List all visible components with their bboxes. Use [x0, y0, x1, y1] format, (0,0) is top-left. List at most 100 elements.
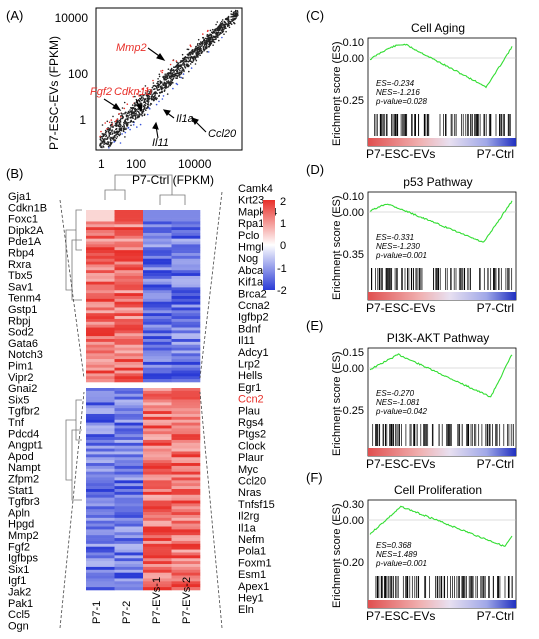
scatter-point [175, 69, 178, 71]
heatmap-cell [171, 494, 201, 498]
scatter-point [131, 110, 133, 112]
scatter-point [182, 68, 185, 71]
right-gene-label: Ccl20 [238, 476, 266, 488]
scatter-point [186, 65, 189, 68]
scatter-point [142, 110, 145, 112]
heatmap-cell [114, 428, 144, 432]
scatter-point [229, 21, 232, 24]
gsea-rank-bar [368, 138, 516, 146]
scatter-point [115, 133, 118, 136]
heatmap-cell [86, 448, 115, 452]
scatter-point [156, 97, 158, 100]
heatmap-cell [86, 232, 115, 237]
heatmap-cell [86, 399, 115, 403]
heatmap-cell [86, 364, 115, 368]
scatter-point [215, 23, 217, 26]
left-gene-label: Gnai2 [8, 383, 37, 395]
heatmap-cell [171, 258, 201, 262]
heatmap-cell [86, 543, 115, 548]
heatmap-cell [114, 552, 144, 556]
right-gene-label-highlight: Ccn2 [238, 394, 264, 406]
scatter-point [155, 103, 158, 106]
heatmap-cell [86, 250, 115, 254]
heatmap-cell [86, 564, 115, 568]
heatmap-cell [86, 578, 115, 582]
heatmap-cell [114, 284, 144, 288]
scatter-point [147, 94, 149, 97]
gene-label-ccl20: Ccl20 [208, 128, 237, 140]
scatter-point [164, 84, 166, 86]
scatter-point [158, 73, 161, 76]
scatter-point [234, 14, 237, 16]
left-gene-label: Apln [8, 507, 30, 519]
right-gene-label: Myc [238, 464, 259, 476]
scatter-point [237, 14, 239, 16]
scatter-point [176, 65, 178, 67]
heatmap-cell [114, 425, 144, 429]
heatmap-cell [114, 267, 144, 271]
scatter-point [145, 109, 147, 111]
heatmap-cell [114, 388, 144, 392]
heatmap-cell [171, 431, 201, 435]
scatter-point [194, 63, 197, 65]
scatter-point [112, 137, 114, 140]
heatmap-cell [143, 247, 172, 251]
heatmap-cell [86, 304, 115, 308]
scatter-point [115, 128, 117, 131]
scatter-point [162, 84, 165, 87]
heatmap-cell [143, 399, 172, 403]
scatter-point [230, 18, 233, 21]
heatmap-cell [114, 584, 144, 588]
panel-a: (A) 1 100 10000 P7-Ctrl (FPKM) 1 100 100… [6, 7, 243, 187]
heatmap-cell [171, 284, 201, 288]
scatter-point [178, 74, 180, 77]
left-gene-label: Dipk2A [8, 225, 44, 237]
heatmap-cell [171, 497, 201, 501]
heatmap-cell [143, 572, 172, 576]
scatter-point [125, 114, 128, 116]
heatmap-cell [86, 261, 115, 265]
colorbar [263, 200, 275, 290]
heatmap-cell [114, 431, 144, 435]
scatter-point [108, 144, 111, 146]
heatmap-cell [114, 210, 144, 214]
scatter-point [149, 108, 151, 110]
heatmap-cell [114, 347, 144, 351]
heatmap-cell [171, 549, 201, 553]
heatmap-cell [171, 512, 201, 516]
scatter-point [120, 112, 123, 115]
heatmap-cell [114, 442, 144, 447]
scatter-point [118, 134, 121, 137]
scatter-point [215, 38, 217, 40]
heatmap-cell [114, 270, 144, 274]
scatter-point [221, 19, 224, 21]
heatmap-cell [114, 238, 144, 242]
heatmap [86, 210, 201, 591]
scatter-point [124, 136, 126, 138]
right-gene-label: Tnfsf15 [238, 499, 275, 511]
heatmap-cell [171, 318, 201, 323]
scatter-point [134, 114, 136, 117]
heatmap-cell [143, 313, 172, 317]
scatter-point [133, 107, 135, 109]
heatmap-cell [171, 301, 201, 305]
heatmap-cell [86, 512, 115, 516]
scatter-point [160, 86, 162, 89]
scatter-point [126, 112, 129, 114]
scatter-point [191, 50, 194, 53]
heatmap-cell [114, 471, 144, 475]
panel-b: (B) Gja1Cdkn1BFoxc1Dipk2APde1ARbp4RxraTb… [6, 166, 287, 632]
heatmap-cell [114, 370, 144, 374]
gsea-ytick: -0.35 [339, 249, 364, 261]
heatmap-cell [143, 339, 172, 343]
right-gene-label: Igfbp2 [238, 312, 269, 324]
scatter-point [157, 80, 159, 83]
heatmap-cell [171, 227, 201, 231]
scatter-point [209, 44, 211, 46]
left-gene-label: Mmp2 [8, 530, 39, 542]
heatmap-cell [143, 210, 172, 214]
scatter-point [191, 51, 193, 54]
heatmap-cell [143, 578, 172, 582]
scatter-point [178, 71, 180, 74]
heatmap-cell [171, 324, 201, 328]
